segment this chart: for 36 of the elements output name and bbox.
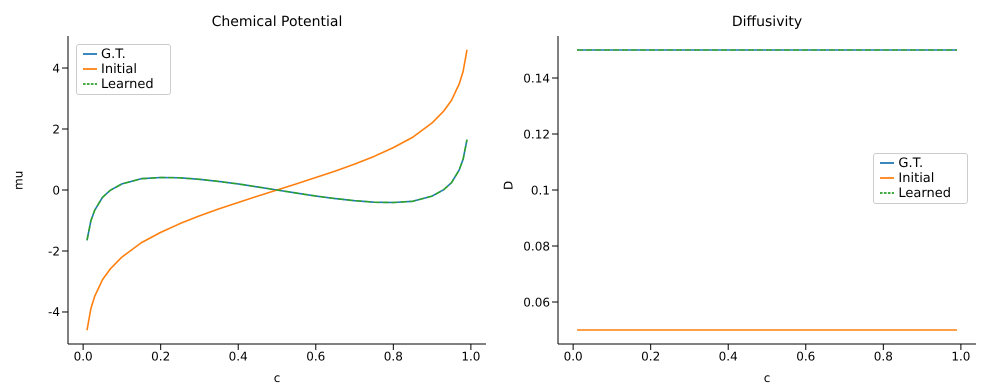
y-tick-label: 4 xyxy=(52,61,60,76)
x-tick-label: 0.4 xyxy=(718,350,738,364)
y-tick-label: 0.08 xyxy=(523,239,550,254)
x-tick-label: 0.8 xyxy=(874,350,893,364)
y-tick-label: 0.12 xyxy=(523,127,550,142)
legend-label: Learned xyxy=(898,186,951,201)
x-tick-label: 0.2 xyxy=(151,350,170,364)
y-tick-label: 2 xyxy=(52,122,60,136)
y-tick-label: -2 xyxy=(48,244,60,258)
x-axis-title: c xyxy=(274,371,280,385)
legend-label: Initial xyxy=(898,171,934,186)
x-tick-label: 1.0 xyxy=(461,350,480,364)
legend-label: Learned xyxy=(101,77,154,92)
legend-label: Initial xyxy=(101,62,137,77)
x-tick-label: 0.8 xyxy=(384,350,403,364)
y-tick-label: 0.1 xyxy=(530,183,550,198)
legend-label: G.T. xyxy=(898,156,924,171)
x-tick-label: 0.2 xyxy=(641,350,660,364)
x-tick-label: 0.0 xyxy=(564,350,583,364)
y-axis-title: mu xyxy=(11,170,26,190)
line-series xyxy=(86,138,468,242)
x-tick-label: 0.0 xyxy=(74,350,93,364)
x-tick-label: 0.6 xyxy=(796,350,816,364)
y-tick-label: 0.14 xyxy=(523,71,550,86)
x-tick-label: 0.6 xyxy=(306,350,326,364)
line-series xyxy=(86,48,468,332)
y-tick-label: 0 xyxy=(52,183,60,198)
x-tick-label: 0.4 xyxy=(228,350,248,364)
x-tick-label: 1.0 xyxy=(951,350,970,364)
chart-title: Chemical Potential xyxy=(210,14,344,30)
x-axis-title: c xyxy=(764,371,770,385)
y-tick-label: 0.06 xyxy=(523,295,550,310)
legend-label: G.T. xyxy=(101,47,126,62)
y-tick-label: -4 xyxy=(48,305,60,320)
y-axis-title: D xyxy=(501,180,516,190)
chart-title: Diffusivity xyxy=(730,14,804,30)
